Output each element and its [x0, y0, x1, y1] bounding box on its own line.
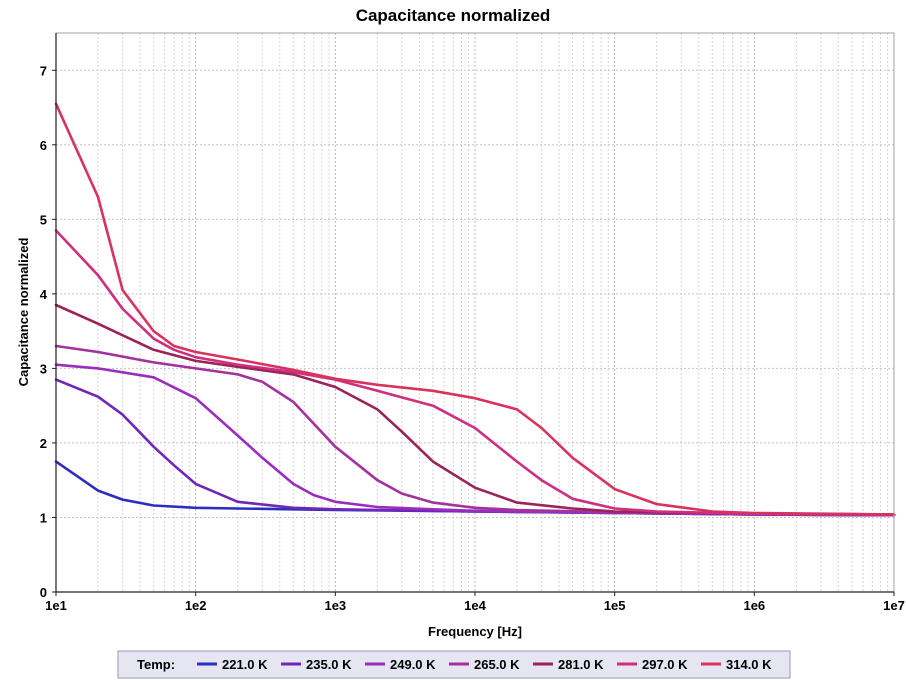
x-tick-label: 1e4 — [464, 598, 486, 613]
y-tick-label: 3 — [40, 361, 47, 376]
legend-entry-label: 265.0 K — [474, 657, 520, 672]
x-tick-label: 1e2 — [185, 598, 207, 613]
legend-entry-label: 221.0 K — [222, 657, 268, 672]
legend-entry-label: 314.0 K — [726, 657, 772, 672]
series-line — [54, 102, 896, 516]
legend-entry-label: 297.0 K — [642, 657, 688, 672]
x-tick-label: 1e1 — [45, 598, 67, 613]
series-line — [54, 229, 896, 516]
x-axis-label: Frequency [Hz] — [428, 624, 522, 639]
x-tick-label: 1e6 — [743, 598, 765, 613]
legend: Temp: 221.0 K 235.0 K 249.0 K 265.0 K 281.0 … — [117, 650, 791, 679]
x-tick-label: 1e5 — [604, 598, 626, 613]
series-line — [54, 303, 896, 516]
legend-entry-label: 235.0 K — [306, 657, 352, 672]
y-tick-label: 5 — [40, 212, 47, 227]
series-lines — [54, 102, 896, 517]
series-line — [54, 344, 896, 516]
y-tick-label: 4 — [40, 287, 48, 302]
legend-title: Temp: — [137, 657, 175, 672]
chart-title: Capacitance normalized — [356, 6, 551, 25]
y-axis-label: Capacitance normalized — [16, 238, 31, 387]
y-tick-label: 2 — [40, 436, 47, 451]
x-tick-label: 1e3 — [324, 598, 346, 613]
y-tick-label: 6 — [40, 138, 47, 153]
x-tick-label: 1e7 — [883, 598, 905, 613]
axes: 1e1 1e2 1e3 1e4 1e5 1e6 1e7 0 1 2 3 4 5 6 7 — [40, 33, 905, 613]
y-tick-label: 1 — [40, 510, 47, 525]
y-tick-label: 0 — [40, 585, 47, 600]
legend-entry-label: 281.0 K — [558, 657, 604, 672]
y-tick-label: 7 — [40, 63, 47, 78]
legend-entry-label: 249.0 K — [390, 657, 436, 672]
